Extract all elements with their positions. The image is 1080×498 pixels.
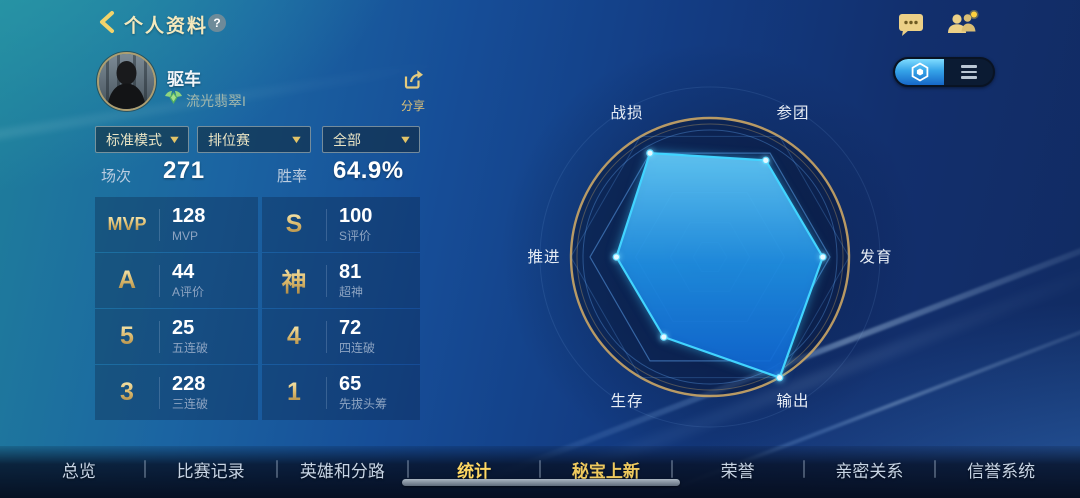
tab-divider <box>143 460 146 478</box>
tab-treasure-new[interactable]: 秘宝上新 <box>571 461 640 481</box>
stat-value: 81 <box>339 261 362 284</box>
stat-value: 128 <box>172 205 206 228</box>
stat-grid: MVP 128 MVP S 100 S评价 A 44 A评价 神 81 超神 5… <box>95 197 420 421</box>
divider <box>159 208 160 241</box>
chat-bubble-icon <box>899 14 923 36</box>
stat-label: 五连破 <box>172 341 209 356</box>
stat-cell-legendary: 神 81 超神 <box>262 253 420 308</box>
stat-glyph: A <box>95 266 159 295</box>
tab-honors[interactable]: 荣誉 <box>720 461 755 481</box>
range-dropdown[interactable]: 全部 ▼ <box>322 126 420 153</box>
stat-label: 超神 <box>339 285 364 300</box>
winrate-value: 64.9% <box>333 157 404 184</box>
divider <box>159 320 160 353</box>
winrate-label: 胜率 <box>277 168 308 185</box>
stat-glyph: 3 <box>95 378 159 407</box>
stat-glyph: 神 <box>262 263 326 299</box>
tab-overview[interactable]: 总览 <box>61 461 96 481</box>
share-button[interactable]: 分享 <box>396 69 430 114</box>
stat-glyph: 5 <box>95 322 159 351</box>
divider <box>326 376 327 409</box>
stat-cell-triple: 3 228 三连破 <box>95 365 258 420</box>
tab-divider <box>539 460 541 478</box>
stat-cell-quadra: 4 72 四连破 <box>262 309 420 364</box>
mode-dropdown[interactable]: 标准模式 ▼ <box>95 126 189 153</box>
tab-divider <box>275 460 278 478</box>
stat-cell-mvp: MVP 128 MVP <box>95 197 258 252</box>
rank-label: 流光翡翠I <box>186 93 246 109</box>
bottom-tab-bar: 总览 比赛记录 英雄和分路 统计 秘宝上新 荣誉 亲密关系 信誉系统 <box>0 446 1080 498</box>
stat-value: 100 <box>339 205 373 228</box>
queue-dropdown-value: 排位赛 <box>208 131 250 148</box>
help-button[interactable]: ? <box>208 14 226 32</box>
tab-heroes-lanes[interactable]: 英雄和分路 <box>299 461 385 481</box>
player-name: 驱车 <box>167 70 201 89</box>
tab-match-history[interactable]: 比赛记录 <box>176 461 245 481</box>
stat-label: MVP <box>172 229 199 244</box>
question-mark-icon: ? <box>213 16 221 30</box>
tab-statistics[interactable]: 统计 <box>409 451 539 488</box>
stat-cell-firstblood: 1 65 先拔头筹 <box>262 365 420 420</box>
chevron-down-icon: ▼ <box>289 133 304 146</box>
stat-value: 72 <box>339 317 362 340</box>
stat-value: 228 <box>172 373 206 396</box>
stat-label: A评价 <box>172 285 205 300</box>
share-label: 分享 <box>400 99 425 113</box>
divider <box>159 376 160 409</box>
list-view-button[interactable] <box>944 59 993 85</box>
back-button[interactable] <box>97 10 119 34</box>
stat-glyph: S <box>262 210 326 239</box>
games-label: 场次 <box>101 168 132 185</box>
tab-divider <box>670 460 673 478</box>
stat-value: 65 <box>339 373 362 396</box>
stat-glyph: MVP <box>95 214 159 235</box>
back-chevron-icon <box>100 11 114 33</box>
stat-label: 四连破 <box>339 341 376 356</box>
divider <box>326 208 327 241</box>
divider <box>326 264 327 297</box>
friends-icon <box>948 9 979 33</box>
rank-emblem-icon <box>164 90 183 110</box>
stat-value: 44 <box>172 261 195 284</box>
share-icon <box>404 70 423 89</box>
stat-cell-s: S 100 S评价 <box>262 197 420 252</box>
games-value: 271 <box>163 157 205 184</box>
stat-glyph: 1 <box>262 378 326 407</box>
stat-cell-penta: 5 25 五连破 <box>95 309 258 364</box>
tab-scrollbar-thumb[interactable] <box>402 479 680 486</box>
friends-button[interactable] <box>946 9 980 42</box>
list-view-icon <box>960 65 977 79</box>
avatar-image <box>99 54 154 109</box>
stat-label: S评价 <box>339 229 372 244</box>
avatar[interactable] <box>99 54 154 109</box>
range-dropdown-value: 全部 <box>333 131 361 148</box>
tab-credit-system[interactable]: 信誉系统 <box>967 461 1036 481</box>
chevron-down-icon: ▼ <box>167 133 182 146</box>
view-toggle[interactable] <box>893 57 995 87</box>
mode-dropdown-value: 标准模式 <box>106 131 162 148</box>
tab-divider <box>407 460 410 478</box>
stat-glyph: 4 <box>262 322 326 351</box>
divider <box>159 264 160 297</box>
tab-intimacy[interactable]: 亲密关系 <box>835 461 904 481</box>
page-title: 个人资料 <box>124 16 209 37</box>
chevron-down-icon: ▼ <box>398 133 413 146</box>
chat-button[interactable] <box>897 12 925 42</box>
divider <box>326 320 327 353</box>
queue-dropdown[interactable]: 排位赛 ▼ <box>197 126 311 153</box>
hexagon-radar-icon <box>911 62 928 82</box>
radar-view-button[interactable] <box>895 59 944 85</box>
tab-divider <box>934 460 937 478</box>
stat-label: 先拔头筹 <box>339 397 388 412</box>
tab-divider <box>802 460 805 478</box>
stat-value: 25 <box>172 317 195 340</box>
stat-label: 三连破 <box>172 397 209 412</box>
stat-cell-a: A 44 A评价 <box>95 253 258 308</box>
